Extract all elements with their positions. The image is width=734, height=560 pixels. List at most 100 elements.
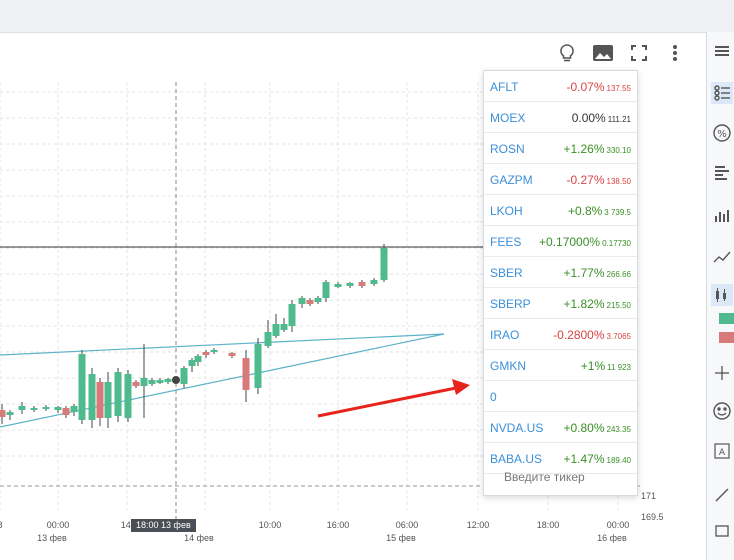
more-vertical-icon[interactable] bbox=[664, 42, 686, 64]
x-tick-label: 14: bbox=[121, 520, 134, 530]
ticker-change: +1.47% bbox=[563, 452, 605, 466]
candle-body bbox=[42, 407, 50, 409]
candle-body bbox=[124, 374, 132, 418]
right-tool-rail: % A bbox=[706, 32, 734, 560]
ticker-change: +1.77% bbox=[563, 266, 605, 280]
x-tick-date-label: 15 фев bbox=[386, 533, 416, 543]
candle-body bbox=[202, 352, 210, 355]
crosshair-icon[interactable] bbox=[711, 362, 733, 384]
candle-body bbox=[18, 406, 26, 410]
ticker-row[interactable]: SBERP +1.82% 215.50 bbox=[484, 288, 637, 319]
candle-body bbox=[140, 378, 148, 386]
line-tool-icon[interactable] bbox=[711, 484, 733, 506]
ticker-row[interactable]: NVDA.US +0.80% 243.35 bbox=[484, 412, 637, 443]
percent-icon[interactable]: % bbox=[711, 122, 733, 144]
ticker-symbol[interactable]: IRAO bbox=[490, 328, 520, 342]
ticker-price: 243.35 bbox=[606, 425, 631, 434]
candle-body bbox=[194, 356, 202, 362]
ticker-price: 266.66 bbox=[606, 270, 631, 279]
ticker-quote: +1.47% 189.40 bbox=[563, 452, 631, 466]
ticker-search-input[interactable] bbox=[490, 467, 657, 487]
rectangle-icon[interactable] bbox=[711, 520, 733, 542]
ticker-change: +1% bbox=[580, 359, 606, 373]
ticker-symbol[interactable]: LKOH bbox=[490, 204, 523, 218]
ticker-symbol[interactable]: AFLT bbox=[490, 80, 519, 94]
ticker-symbol[interactable]: BABA.US bbox=[490, 452, 543, 466]
bar-chart-icon[interactable] bbox=[711, 204, 733, 226]
x-tick-label: 10:00 bbox=[259, 520, 282, 530]
line-chart-icon[interactable] bbox=[711, 246, 733, 268]
candle-body bbox=[228, 353, 236, 356]
price-label: 171 bbox=[641, 491, 657, 501]
ticker-change: 0.00% bbox=[571, 111, 606, 125]
x-tick-label: 00:00 bbox=[47, 520, 70, 530]
ticker-symbol[interactable]: NVDA.US bbox=[490, 421, 544, 435]
x-tick-date-label: 13 фев bbox=[37, 533, 67, 543]
x-tick-date-label: 16 фев bbox=[597, 533, 627, 543]
ticker-symbol[interactable]: FEES bbox=[490, 235, 522, 249]
ticker-symbol[interactable]: MOEX bbox=[490, 111, 526, 125]
ticker-price: 3.7065 bbox=[606, 332, 631, 341]
candle-body bbox=[180, 368, 188, 384]
svg-text:%: % bbox=[717, 129, 727, 140]
x-tick-label: 16:00 bbox=[327, 520, 350, 530]
ticker-symbol[interactable]: ROSN bbox=[490, 142, 525, 156]
layout-list-icon[interactable] bbox=[711, 82, 733, 104]
ticker-quote: +1.82% 215.50 bbox=[563, 297, 631, 311]
ticker-quote: -0.07% 137.55 bbox=[567, 80, 632, 94]
ticker-symbol[interactable]: SBERP bbox=[490, 297, 531, 311]
price-chart[interactable]: 8 00:00 13 фев 14: 14 фев 10:00 16:00 06:00 15 ф… bbox=[0, 32, 706, 560]
ticker-row[interactable]: FEES +0.17000% 0.17730 bbox=[484, 226, 637, 257]
smile-icon[interactable] bbox=[711, 400, 733, 422]
candles-icon[interactable] bbox=[711, 284, 733, 306]
ticker-row[interactable]: SBER +1.77% 266.66 bbox=[484, 257, 637, 288]
ticker-price: 3 739.5 bbox=[604, 208, 631, 217]
text-box-icon[interactable]: A bbox=[711, 440, 733, 462]
ticker-symbol[interactable]: SBER bbox=[490, 266, 523, 280]
annotation-arrow-head bbox=[452, 379, 470, 395]
ticker-quote: -0.27% 138.50 bbox=[567, 173, 632, 187]
ticker-row[interactable]: GMKN +1% 11 923 bbox=[484, 350, 637, 381]
candle-body bbox=[6, 412, 14, 415]
candle-body bbox=[132, 382, 140, 386]
ticker-row[interactable]: ROSN +1.26% 330.10 bbox=[484, 133, 637, 164]
top-band bbox=[0, 0, 734, 33]
candle-body bbox=[70, 406, 78, 412]
ticker-row[interactable]: GAZPM -0.27% 138.50 bbox=[484, 164, 637, 195]
x-tick-label: 8 bbox=[0, 520, 3, 530]
ticker-change: -0.2800% bbox=[553, 328, 605, 342]
ticker-change: +0.8% bbox=[567, 204, 603, 218]
lightbulb-icon[interactable] bbox=[556, 42, 578, 64]
candle-body bbox=[346, 283, 354, 286]
ticker-change: -0.07% bbox=[566, 80, 605, 94]
ticker-price: 215.50 bbox=[606, 301, 631, 310]
candle-body bbox=[288, 304, 296, 326]
ticker-symbol[interactable]: GAZPM bbox=[490, 173, 533, 187]
crosshair-marker bbox=[172, 376, 180, 384]
ticker-row[interactable]: AFLT -0.07% 137.55 bbox=[484, 71, 637, 102]
candle-body bbox=[254, 344, 262, 388]
text-align-icon[interactable] bbox=[711, 162, 733, 184]
fullscreen-icon[interactable] bbox=[628, 42, 650, 64]
menu-icon[interactable] bbox=[711, 40, 733, 62]
ticker-symbol[interactable]: GMKN bbox=[490, 359, 526, 373]
ticker-row[interactable]: IRAO -0.2800% 3.7065 bbox=[484, 319, 637, 350]
ticker-quote: +1% 11 923 bbox=[581, 359, 631, 373]
ticker-symbol[interactable]: 0 bbox=[490, 390, 497, 404]
ticker-quote: +0.8% 3 739.5 bbox=[568, 204, 631, 218]
chart-canvas[interactable]: 8 00:00 13 фев 14: 14 фев 10:00 16:00 06:00 15 ф… bbox=[0, 32, 706, 560]
candle-body bbox=[114, 372, 122, 416]
x-tick-label: 12:00 bbox=[467, 520, 490, 530]
x-tick-label: 06:00 bbox=[396, 520, 419, 530]
candle-body bbox=[78, 354, 86, 420]
down-color-swatch[interactable] bbox=[719, 332, 734, 343]
ticker-row[interactable]: MOEX 0.00% 111.21 bbox=[484, 102, 637, 133]
candle-body bbox=[272, 324, 280, 336]
up-color-swatch[interactable] bbox=[719, 313, 734, 324]
ticker-change: +0.80% bbox=[563, 421, 605, 435]
image-icon[interactable] bbox=[592, 42, 614, 64]
candle-body bbox=[306, 300, 314, 304]
ticker-row[interactable]: 0 bbox=[484, 381, 637, 412]
candle-body bbox=[62, 408, 70, 415]
ticker-row[interactable]: LKOH +0.8% 3 739.5 bbox=[484, 195, 637, 226]
